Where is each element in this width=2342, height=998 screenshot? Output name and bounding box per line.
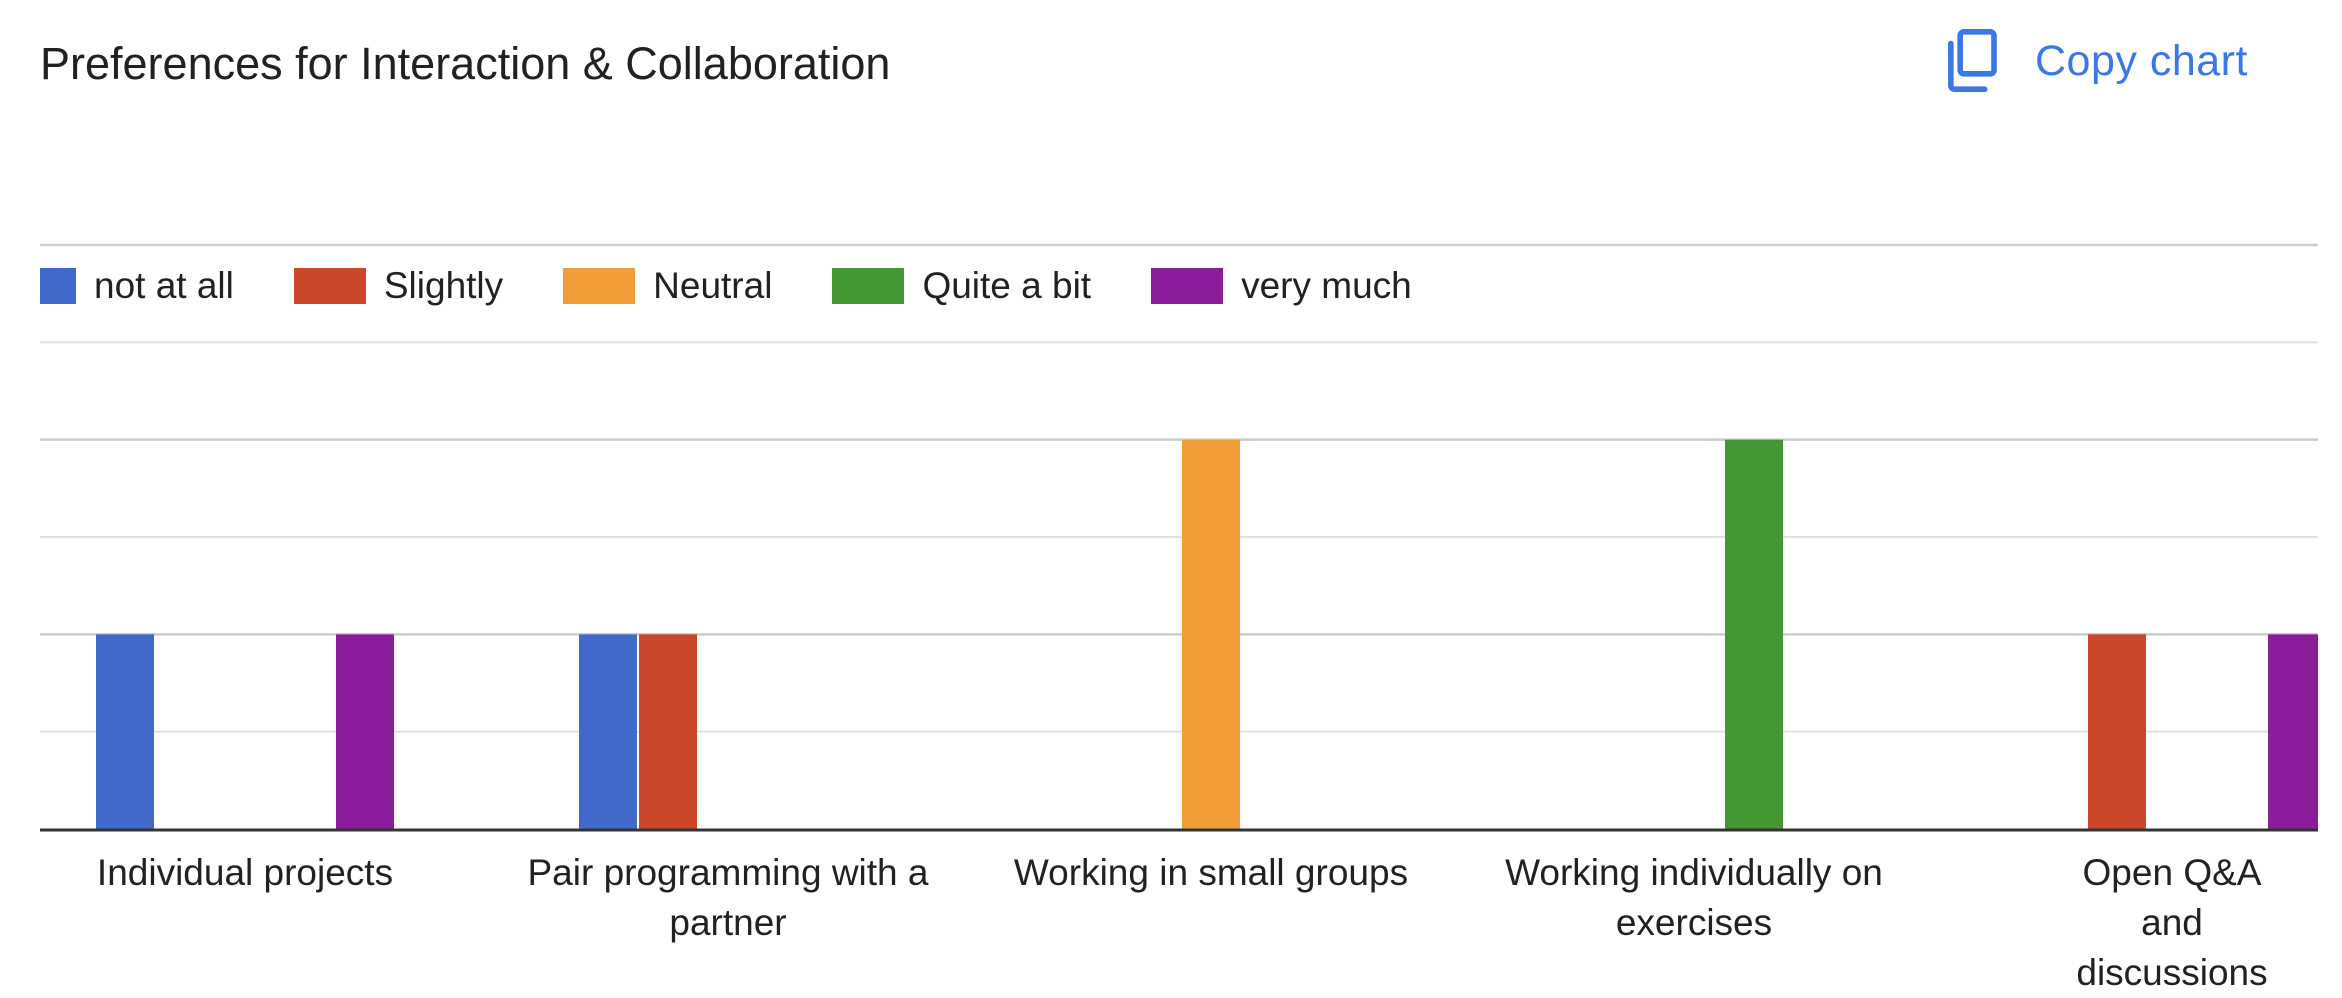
legend-item[interactable]: Quite a bit bbox=[832, 265, 1091, 307]
legend-item[interactable]: very much bbox=[1151, 265, 1412, 307]
x-tick-label: Working individually on exercises bbox=[1505, 852, 1883, 943]
legend-swatch bbox=[832, 268, 905, 304]
legend-swatch bbox=[293, 268, 366, 304]
legend-label: Slightly bbox=[383, 265, 504, 306]
x-tick-label: Individual projects bbox=[96, 852, 394, 893]
legend-swatch bbox=[1151, 268, 1224, 304]
copy-icon bbox=[1948, 29, 1997, 93]
x-tick-label: Pair programming with a partner bbox=[527, 852, 929, 943]
legend: not at all Slightly Neutral Quite a bit very… bbox=[40, 265, 1472, 307]
copy-chart-button[interactable]: Copy chart bbox=[1945, 28, 2248, 94]
x-tick-label: Working in small groups bbox=[1013, 852, 1409, 893]
legend-label: not at all bbox=[94, 265, 234, 306]
legend-label: Neutral bbox=[653, 265, 773, 306]
legend-item[interactable]: Neutral bbox=[563, 265, 772, 307]
bar-not-at-all-1[interactable] bbox=[96, 634, 154, 829]
bar-very-much-5[interactable] bbox=[2268, 634, 2318, 829]
legend-swatch bbox=[40, 268, 76, 304]
bar-neutral-3[interactable] bbox=[1182, 439, 1240, 829]
copy-chart-label: Copy chart bbox=[2035, 36, 2248, 85]
bar-not-at-all-2[interactable] bbox=[579, 634, 637, 829]
legend-label: Quite a bit bbox=[922, 265, 1092, 306]
bar-quite-a-bit-4[interactable] bbox=[1725, 439, 1783, 829]
legend-item[interactable]: Slightly bbox=[293, 265, 504, 307]
legend-swatch bbox=[563, 268, 636, 304]
bar-slightly-5[interactable] bbox=[2088, 634, 2146, 829]
bars bbox=[96, 439, 2318, 829]
legend-item[interactable]: not at all bbox=[40, 265, 234, 307]
bar-slightly-2[interactable] bbox=[639, 634, 697, 829]
chart-title: Preferences for Interaction & Collaborat… bbox=[40, 38, 891, 89]
legend-label: very much bbox=[1241, 265, 1412, 306]
bar-very-much-1[interactable] bbox=[336, 634, 394, 829]
gridlines bbox=[40, 243, 2318, 733]
x-tick-label: Open Q&A and discussions bbox=[2076, 852, 2268, 993]
